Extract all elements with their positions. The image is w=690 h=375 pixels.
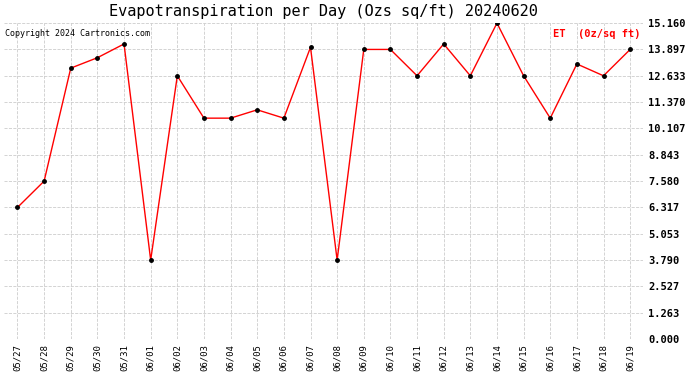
Title: Evapotranspiration per Day (Ozs sq/ft) 20240620: Evapotranspiration per Day (Ozs sq/ft) 2…	[110, 4, 538, 19]
Text: Copyright 2024 Cartronics.com: Copyright 2024 Cartronics.com	[6, 29, 150, 38]
Text: ET  (0z/sq ft): ET (0z/sq ft)	[553, 29, 640, 39]
